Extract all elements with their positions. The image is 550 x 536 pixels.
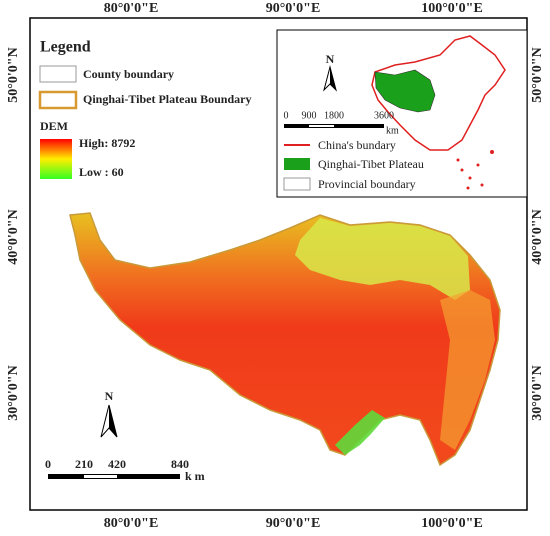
legend-title: Legend bbox=[40, 39, 91, 56]
plateau-east-lowland bbox=[440, 290, 495, 450]
inset-china bbox=[371, 35, 506, 151]
north-arrow-half bbox=[109, 405, 117, 437]
lon-label: 90°0'0"E bbox=[266, 516, 321, 531]
plateau-southeast-lowland bbox=[335, 410, 385, 455]
inset-provincial-swatch bbox=[283, 177, 311, 191]
legend-dem: DEM bbox=[40, 119, 68, 133]
inset-scale-unit: km bbox=[386, 125, 399, 136]
scale-tick-label: 210 bbox=[75, 457, 93, 471]
inset-china-label: China's bundary bbox=[318, 138, 396, 152]
inset-plateau-label: Qinghai-Tibet Plateau bbox=[318, 157, 424, 171]
legend-low: Low : 60 bbox=[79, 165, 124, 179]
lat-label: 40°0'0"N bbox=[6, 209, 21, 264]
lon-label: 80°0'0"E bbox=[104, 516, 159, 531]
inset-scale-segment bbox=[309, 125, 334, 127]
inset-scale-tick-label: 900 bbox=[302, 110, 317, 121]
lat-label: 30°0'0"N bbox=[530, 365, 545, 420]
inset-plateau bbox=[374, 69, 436, 113]
scale-tick-label: 420 bbox=[108, 457, 126, 471]
lat-label: 30°0'0"N bbox=[6, 365, 21, 420]
legend-plateau-swatch bbox=[38, 90, 78, 110]
legend-county-swatch bbox=[39, 65, 77, 83]
inset-islands bbox=[456, 150, 494, 190]
inset-scale-tick-label: 0 bbox=[284, 110, 289, 121]
scale-unit: k m bbox=[185, 469, 205, 483]
inset-scale-tick-label: 3600 bbox=[374, 110, 394, 121]
legend-high: High: 8792 bbox=[79, 136, 135, 150]
scale-tick-label: 840 bbox=[171, 457, 189, 471]
lon-label: 90°0'0"E bbox=[266, 1, 321, 16]
legend-plateau: Qinghai-Tibet Plateau Boundary bbox=[83, 92, 251, 106]
lat-label: 40°0'0"N bbox=[530, 209, 545, 264]
scale-tick-label: 0 bbox=[45, 457, 51, 471]
lat-label: 50°0'0"N bbox=[530, 47, 545, 102]
legend-dem-ramp bbox=[40, 139, 72, 179]
inset-provincial-label: Provincial boundary bbox=[318, 177, 416, 191]
inset-north-label: N bbox=[326, 52, 335, 66]
lat-label: 50°0'0"N bbox=[6, 47, 21, 102]
inset-plateau-swatch bbox=[284, 158, 310, 170]
scale-bar-segment bbox=[84, 475, 117, 478]
plateau-north-lowland bbox=[295, 218, 470, 300]
legend-county: County boundary bbox=[83, 67, 174, 81]
inset-north-arrow-half bbox=[330, 67, 336, 90]
lon-label: 100°0'0"E bbox=[421, 516, 483, 531]
inset-scale-tick-label: 1800 bbox=[324, 110, 344, 121]
lon-label: 80°0'0"E bbox=[104, 1, 159, 16]
lon-label: 100°0'0"E bbox=[421, 1, 483, 16]
north-label: N bbox=[105, 389, 114, 403]
